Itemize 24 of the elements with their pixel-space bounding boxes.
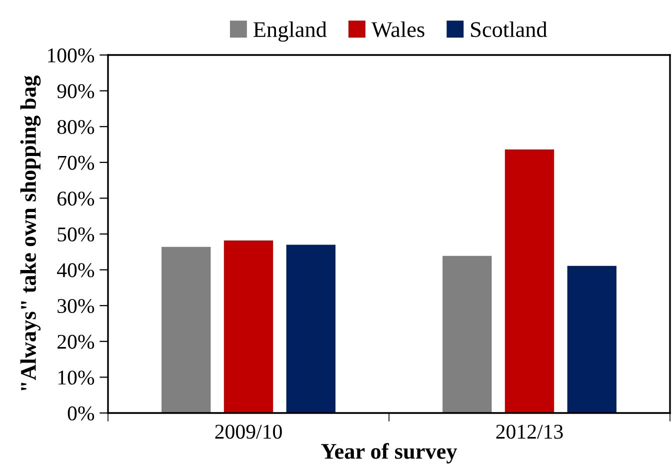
- x-tick-label: 2009/10: [215, 424, 282, 439]
- y-tick-label: 0%: [68, 406, 94, 420]
- y-tick-label: 30%: [58, 298, 94, 314]
- bar: [162, 246, 211, 413]
- y-tick-label: 70%: [58, 156, 94, 170]
- bar: [224, 240, 274, 413]
- y-tick-label: 50%: [58, 227, 94, 242]
- y-tick-label: 90%: [57, 84, 94, 98]
- y-tick-label: 20%: [58, 334, 94, 349]
- legend-label: Scotland: [471, 21, 548, 38]
- y-tick-label: 80%: [57, 120, 94, 134]
- y-axis-title: "Always" take own shopping bag: [20, 76, 41, 390]
- bar: [286, 244, 336, 413]
- y-tick-label: 60%: [58, 192, 94, 206]
- bar: [442, 256, 492, 413]
- y-tick-label: 10%: [58, 370, 94, 385]
- legend-label: Wales: [371, 21, 424, 38]
- y-tick-label: 40%: [57, 263, 94, 278]
- bar: [567, 266, 616, 413]
- legend-label: England: [254, 21, 327, 42]
- bar: [504, 150, 554, 413]
- y-tick-label: 100%: [48, 48, 94, 62]
- x-tick-label: 2012/13: [496, 424, 563, 439]
- x-axis-title: Year of survey: [321, 443, 458, 464]
